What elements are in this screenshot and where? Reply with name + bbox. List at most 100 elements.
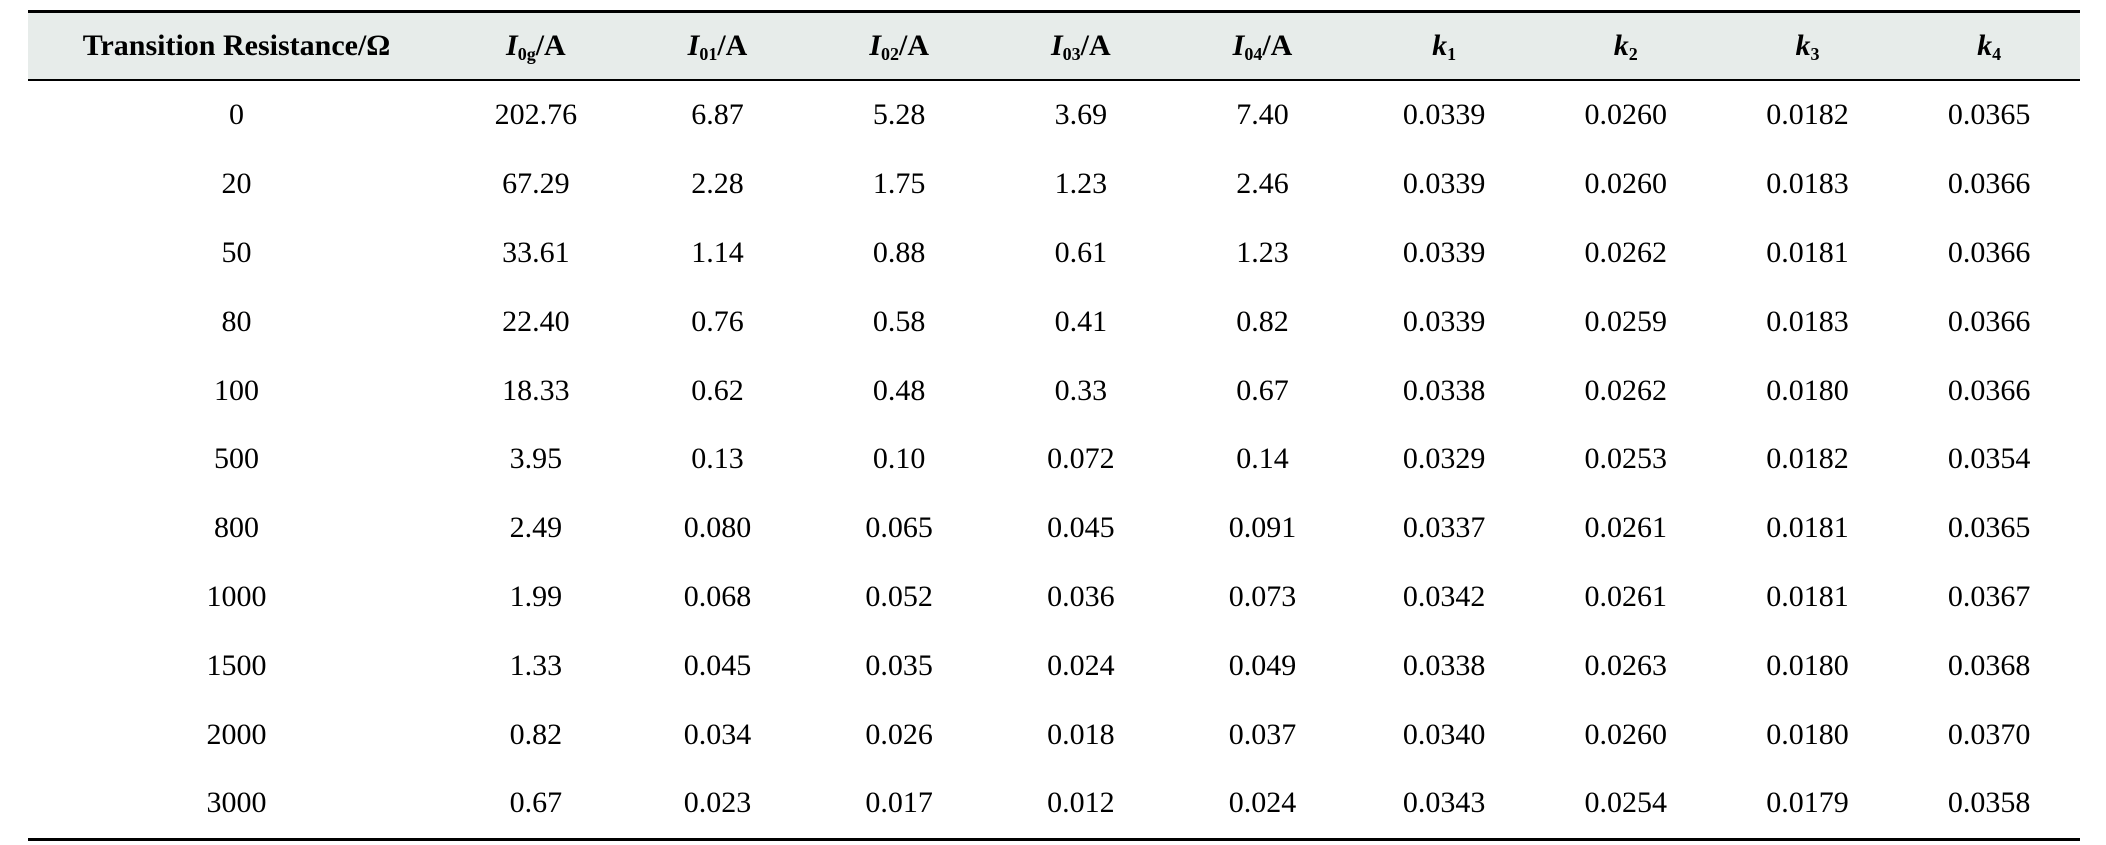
header-k4: k4 bbox=[1898, 10, 2080, 81]
header-k3: k3 bbox=[1716, 10, 1899, 81]
table-cell: 0.065 bbox=[865, 511, 933, 545]
table-cell: 0.018 bbox=[1047, 717, 1115, 751]
header-row: Transition Resistance/Ω I0g/A I01/A I02/… bbox=[28, 10, 2080, 81]
table-cell: 0.0182 bbox=[1766, 442, 1849, 476]
cell-transition-resistance: 0 bbox=[229, 98, 244, 132]
table-cell: 0.0340 bbox=[1402, 717, 1486, 751]
table-cell: 0.0367 bbox=[1947, 579, 2031, 613]
table-cell: 0.62 bbox=[691, 373, 744, 407]
table-row: 500 3.95 0.13 0.10 0.072 0.14 0.0329 0.0253 0.01… bbox=[28, 425, 2080, 494]
table-cell: 1.99 bbox=[509, 579, 563, 613]
header-symbol: I bbox=[506, 29, 518, 62]
table-cell: 0.091 bbox=[1228, 511, 1297, 545]
header-symbol: k bbox=[1432, 29, 1448, 62]
header-subscript: 4 bbox=[1992, 44, 2002, 64]
header-unit: /A bbox=[899, 29, 929, 62]
table-cell: 0.13 bbox=[691, 442, 744, 476]
table-cell: 0.48 bbox=[872, 373, 926, 407]
header-label: Transition Resistance/Ω bbox=[82, 29, 391, 62]
table-cell: 0.0180 bbox=[1766, 373, 1849, 407]
header-k2: k2 bbox=[1534, 10, 1717, 81]
table-cell: 3.69 bbox=[1054, 98, 1108, 132]
table-cell: 22.40 bbox=[502, 304, 570, 338]
table-cell: 0.0181 bbox=[1766, 235, 1849, 269]
header-symbol: k bbox=[1977, 29, 1993, 62]
table-cell: 33.61 bbox=[502, 235, 570, 269]
table-cell: 0.67 bbox=[1236, 373, 1289, 407]
table-cell: 0.0260 bbox=[1584, 167, 1668, 201]
header-symbol: I bbox=[687, 29, 700, 62]
header-i02: I02/A bbox=[808, 10, 990, 81]
header-transition-resistance: Transition Resistance/Ω bbox=[28, 10, 446, 81]
table-row: 20 67.29 2.28 1.75 1.23 2.46 0.0339 0.0260 0.018… bbox=[28, 150, 2080, 219]
header-subscript: 1 bbox=[1447, 44, 1457, 64]
table-cell: 0.0253 bbox=[1584, 442, 1668, 476]
table-cell: 0.012 bbox=[989, 768, 1172, 841]
table-cell: 5.28 bbox=[872, 98, 926, 132]
table-cell: 0.0354 bbox=[1947, 442, 2031, 476]
table-cell: 0.0260 bbox=[1584, 98, 1668, 132]
table-cell: 0.0366 bbox=[1947, 373, 2031, 407]
table-cell: 0.82 bbox=[509, 717, 563, 751]
table-cell: 0.0179 bbox=[1716, 768, 1899, 841]
cell-transition-resistance: 800 bbox=[214, 511, 259, 545]
table-row: 80 22.40 0.76 0.58 0.41 0.82 0.0339 0.0259 0.018… bbox=[28, 287, 2080, 356]
header-i04: I04/A bbox=[1171, 10, 1354, 81]
table-cell: 0.67 bbox=[445, 768, 627, 841]
header-subscript: 3 bbox=[1810, 44, 1820, 64]
table-cell: 1.75 bbox=[872, 167, 926, 201]
table-cell: 2.49 bbox=[509, 511, 563, 545]
table-cell: 0.072 bbox=[1047, 442, 1115, 476]
table-cell: 0.052 bbox=[865, 579, 933, 613]
table-cell: 1.14 bbox=[691, 235, 744, 269]
cell-transition-resistance: 100 bbox=[214, 373, 259, 407]
header-subscript: 01 bbox=[699, 44, 718, 64]
cell-transition-resistance: 500 bbox=[214, 442, 259, 476]
table-cell: 0.0358 bbox=[1898, 768, 2080, 841]
table-cell: 0.0339 bbox=[1402, 98, 1486, 132]
table-cell: 0.88 bbox=[872, 235, 926, 269]
header-subscript: 03 bbox=[1062, 44, 1081, 64]
table-cell: 0.026 bbox=[865, 717, 933, 751]
table-cell: 0.0366 bbox=[1947, 235, 2031, 269]
table-cell: 18.33 bbox=[502, 373, 570, 407]
table-row: 2000 0.82 0.034 0.026 0.018 0.037 0.0340 0.0260… bbox=[28, 700, 2080, 769]
header-subscript: 2 bbox=[1628, 44, 1638, 64]
table-row: 100 18.33 0.62 0.48 0.33 0.67 0.0338 0.0262 0.01… bbox=[28, 356, 2080, 425]
header-unit: /A bbox=[535, 29, 566, 62]
table-cell: 0.33 bbox=[1054, 373, 1108, 407]
cell-transition-resistance: 80 bbox=[221, 304, 252, 338]
table-cell: 202.76 bbox=[494, 98, 578, 132]
cell-transition-resistance: 50 bbox=[221, 235, 252, 269]
header-k1: k1 bbox=[1353, 10, 1535, 81]
table-cell: 0.024 bbox=[1047, 648, 1115, 682]
table-cell: 0.0254 bbox=[1534, 768, 1717, 841]
table-cell: 0.10 bbox=[872, 442, 926, 476]
results-table: Transition Resistance/Ω I0g/A I01/A I02/… bbox=[28, 10, 2080, 841]
table-cell: 0.0365 bbox=[1947, 98, 2031, 132]
table-cell: 0.073 bbox=[1228, 579, 1297, 613]
header-subscript: 02 bbox=[881, 44, 899, 64]
table-cell: 0.0183 bbox=[1766, 167, 1849, 201]
header-unit: /A bbox=[717, 29, 748, 62]
header-symbol: I bbox=[1050, 29, 1063, 62]
cell-transition-resistance: 1000 bbox=[206, 579, 267, 613]
table-cell: 0.0261 bbox=[1584, 579, 1668, 613]
table-cell: 0.0182 bbox=[1766, 98, 1849, 132]
table-cell: 0.0180 bbox=[1766, 717, 1849, 751]
table-cell: 0.080 bbox=[683, 511, 752, 545]
header-symbol: k bbox=[1613, 29, 1629, 62]
header-unit: /A bbox=[1262, 29, 1293, 62]
cell-transition-resistance: 1500 bbox=[206, 648, 267, 682]
table-cell: 0.0342 bbox=[1402, 579, 1486, 613]
table-cell: 0.82 bbox=[1236, 304, 1289, 338]
table-cell: 0.14 bbox=[1236, 442, 1289, 476]
header-i0g: I0g/A bbox=[445, 10, 627, 81]
header-symbol: I bbox=[869, 29, 881, 62]
table-row: 1500 1.33 0.045 0.035 0.024 0.049 0.0338 0.0263… bbox=[28, 631, 2080, 700]
table-cell: 0.0329 bbox=[1402, 442, 1486, 476]
table-cell: 67.29 bbox=[502, 167, 570, 201]
cell-transition-resistance: 2000 bbox=[206, 717, 267, 751]
table-cell: 7.40 bbox=[1236, 98, 1289, 132]
table-cell: 0.0262 bbox=[1584, 373, 1668, 407]
